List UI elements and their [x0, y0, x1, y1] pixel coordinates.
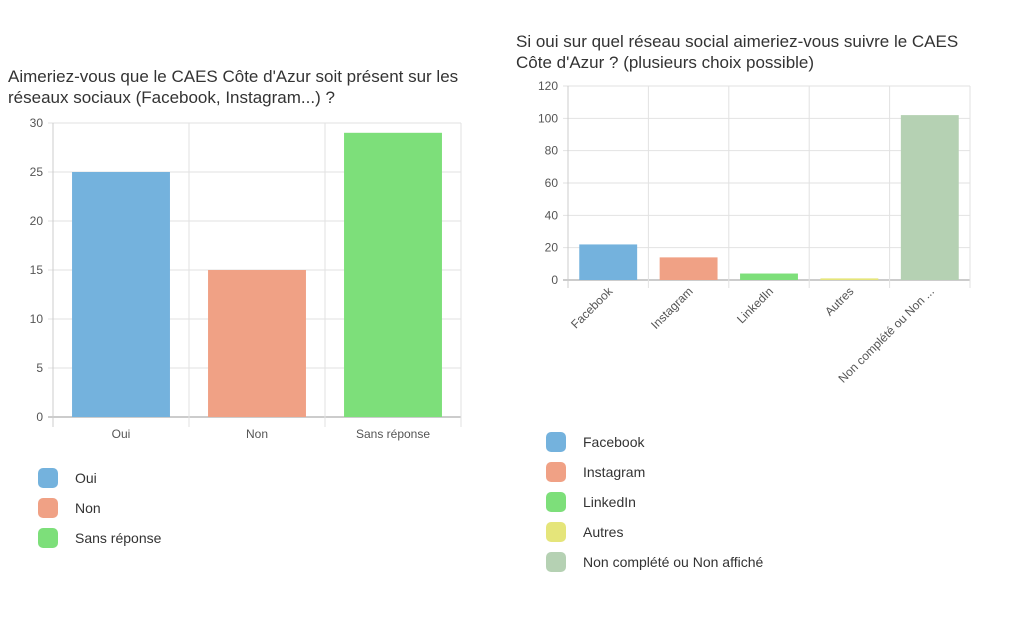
chart-1-legend: Oui Non Sans réponse — [38, 463, 161, 553]
y-tick-label: 120 — [538, 79, 558, 93]
legend-label: Autres — [583, 524, 624, 540]
y-tick-label: 30 — [30, 116, 44, 130]
x-tick-label: Oui — [112, 427, 131, 441]
legend-item[interactable]: Non complété ou Non affiché — [546, 547, 763, 577]
legend-item[interactable]: Oui — [38, 463, 161, 493]
legend-swatch — [38, 528, 58, 548]
chart-2-title: Si oui sur quel réseau social aimeriez-v… — [516, 32, 959, 72]
legend-item[interactable]: Sans réponse — [38, 523, 161, 553]
bar-facebook — [579, 244, 638, 280]
legend-swatch — [546, 462, 566, 482]
chart-1-title: Aimeriez-vous que le CAES Côte d'Azur so… — [8, 67, 459, 107]
legend-label: Oui — [75, 470, 97, 486]
legend-label: Facebook — [583, 434, 645, 450]
legend-label: LinkedIn — [583, 494, 636, 510]
legend-swatch — [546, 552, 566, 572]
legend-item[interactable]: Instagram — [546, 457, 763, 487]
bar-sans-r-ponse — [344, 132, 442, 418]
y-tick-label: 5 — [36, 361, 43, 375]
y-tick-label: 20 — [30, 214, 44, 228]
y-tick-label: 20 — [545, 241, 559, 255]
legend-item[interactable]: Facebook — [546, 427, 763, 457]
y-tick-label: 0 — [551, 273, 558, 287]
legend-item[interactable]: Autres — [546, 517, 763, 547]
legend-swatch — [546, 432, 566, 452]
y-tick-label: 40 — [545, 208, 559, 222]
legend-swatch — [546, 492, 566, 512]
legend-swatch — [38, 468, 58, 488]
y-tick-label: 0 — [36, 410, 43, 424]
bar-oui — [72, 172, 170, 417]
y-tick-label: 80 — [545, 144, 559, 158]
x-tick-label: Instagram — [648, 284, 696, 332]
bar-non-compl-t-ou-non- — [900, 115, 959, 280]
x-tick-label: Autres — [822, 284, 856, 318]
y-tick-label: 60 — [545, 176, 559, 190]
bar-linkedin — [740, 273, 798, 280]
x-tick-label: Non — [246, 427, 268, 441]
bar-autres — [820, 278, 879, 280]
legend-swatch — [546, 522, 566, 542]
legend-label: Non complété ou Non affiché — [583, 554, 764, 570]
y-tick-label: 100 — [538, 111, 558, 125]
x-tick-label: Sans réponse — [356, 427, 430, 441]
bar-non — [208, 270, 306, 417]
legend-label: Non — [75, 500, 101, 516]
legend-label: Instagram — [583, 464, 646, 480]
legend-label: Sans réponse — [75, 530, 162, 546]
legend-item[interactable]: LinkedIn — [546, 487, 763, 517]
x-tick-label: Facebook — [568, 284, 616, 332]
legend-swatch — [38, 498, 58, 518]
bar-instagram — [659, 257, 718, 280]
chart-2-legend: Facebook Instagram LinkedIn Autres Non compl… — [546, 427, 763, 577]
y-tick-label: 10 — [30, 312, 44, 326]
y-tick-label: 15 — [30, 263, 44, 277]
legend-item[interactable]: Non — [38, 493, 161, 523]
y-tick-label: 25 — [30, 165, 44, 179]
x-tick-label: LinkedIn — [734, 284, 776, 326]
